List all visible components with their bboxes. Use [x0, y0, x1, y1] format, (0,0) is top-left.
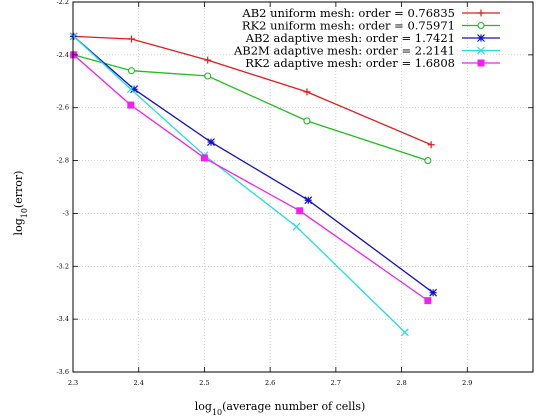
data-point: [400, 328, 409, 337]
x-tick-label: 2.7: [331, 379, 341, 387]
x-tick-label: 2.5: [199, 379, 209, 387]
y-tick-label: -3: [63, 209, 69, 217]
data-point: [477, 59, 485, 67]
data-point: [69, 32, 78, 41]
x-tick-label: 2.3: [68, 379, 78, 387]
y-axis-label: log10(error): [12, 171, 29, 236]
data-point: [477, 21, 485, 30]
legend-label: RK2 adaptive mesh: order = 1.6808: [245, 56, 455, 70]
plot-frame: [72, 1, 534, 373]
legend-label: AB2M adaptive mesh: order = 2.2141: [233, 44, 455, 58]
x-tick-label: 2.9: [462, 379, 472, 387]
legend-entry: RK2 adaptive mesh: order = 1.6808: [245, 56, 500, 70]
data-point: [126, 85, 135, 94]
data-point: [127, 67, 136, 75]
x-tick-label: 2.6: [265, 379, 275, 387]
legend-entry: AB2M adaptive mesh: order = 2.2141: [233, 44, 500, 58]
data-point: [292, 222, 301, 231]
data-point: [204, 56, 212, 64]
data-point: [429, 288, 438, 297]
y-tick-label: -2.4: [56, 51, 69, 59]
y-tick-label: -2.8: [56, 157, 69, 165]
y-tick-label: -3.4: [56, 315, 69, 323]
x-axis-label: log10(average number of cells): [195, 400, 366, 417]
legend-label: RK2 uniform mesh: order = 0.75971: [242, 19, 455, 33]
data-point: [296, 207, 304, 215]
legend-entry: AB2 adaptive mesh: order = 1.7421: [245, 31, 500, 45]
legend-entry: RK2 uniform mesh: order = 0.75971: [242, 19, 500, 33]
tick-layer: 2.3 2.4 2.5 2.6 2.7 2.8 2.9 -2.2 -2.4 -2.6 -2.8 -3 -…: [56, 0, 533, 387]
data-point: [477, 34, 485, 42]
y-tick-label: -2.2: [56, 0, 69, 6]
series-layer: [69, 32, 438, 337]
data-point: [424, 297, 432, 305]
x-tick-label: 2.4: [134, 379, 144, 387]
data-point: [477, 46, 485, 55]
data-point: [427, 141, 435, 149]
y-tick-label: -3.2: [56, 262, 69, 270]
legend-label: AB2 uniform mesh: order = 0.76835: [241, 6, 455, 20]
data-point: [200, 154, 208, 162]
data-point: [424, 157, 432, 165]
legend-entry: AB2 uniform mesh: order = 0.76835: [241, 6, 500, 20]
legend-label: AB2 adaptive mesh: order = 1.7421: [245, 31, 455, 45]
y-tick-label: -2.6: [56, 104, 69, 112]
data-point: [304, 196, 313, 205]
x-tick-label: 2.8: [396, 379, 406, 387]
data-point: [127, 101, 135, 109]
data-point: [303, 117, 311, 125]
data-point: [477, 9, 485, 17]
data-point: [130, 85, 139, 94]
y-tick-label: -3.6: [56, 368, 69, 376]
data-point: [303, 88, 311, 96]
data-point: [204, 72, 212, 80]
data-point: [127, 35, 135, 43]
data-point: [207, 138, 215, 146]
